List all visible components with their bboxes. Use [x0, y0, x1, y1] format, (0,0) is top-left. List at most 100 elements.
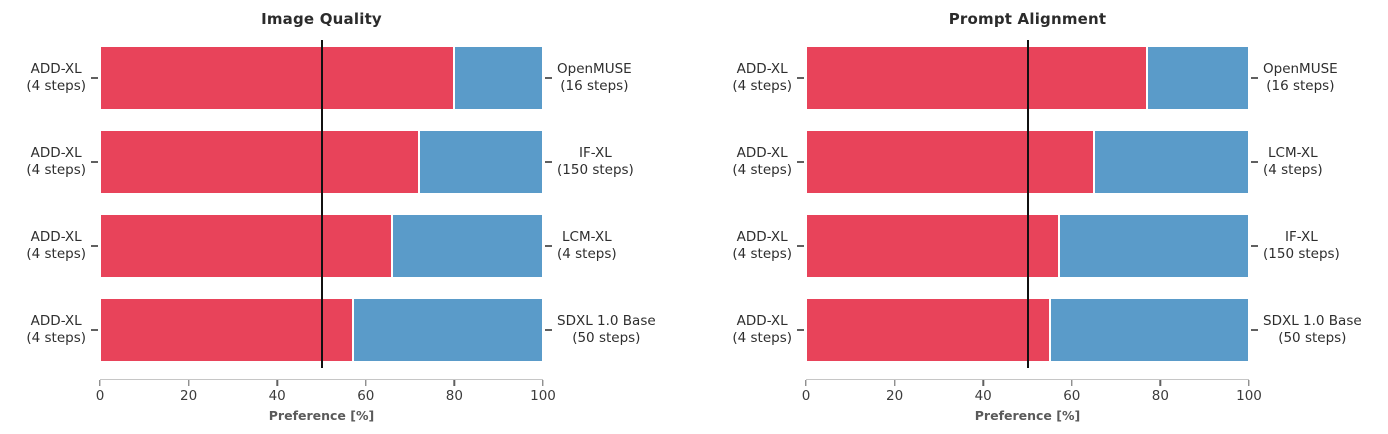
left-model-label-text: ADD-XL (4 steps) — [732, 145, 792, 178]
x-axis: 0 20 40 60 80 100 Preference [%] — [96, 379, 556, 434]
left-model-label-text: ADD-XL (4 steps) — [732, 61, 792, 94]
x-tick-mark — [187, 380, 190, 386]
right-tick-mark — [1251, 77, 1258, 79]
other-segment — [454, 46, 543, 110]
x-tick-label: 60 — [357, 388, 375, 404]
left-model-label: ADD-XL (4 steps) — [694, 130, 806, 194]
bar-rows: ADD-XL (4 steps) OpenMUSE (16 steps) ADD-XL(… — [694, 46, 1388, 362]
x-axis-label: Preference [%] — [974, 408, 1081, 423]
reference-line-50pct — [1026, 40, 1029, 368]
right-model-label: SDXL 1.0 Base (50 steps) — [543, 298, 694, 362]
x-tick-mark — [365, 380, 367, 386]
left-model-label: ADD-XL (4 steps) — [694, 298, 806, 362]
preferred-segment — [100, 298, 353, 362]
left-model-label: ADD-XL (4 steps) — [0, 130, 100, 194]
x-tick-label: 20 — [886, 388, 904, 404]
x-tick-mark — [805, 380, 807, 386]
left-tick-mark — [91, 245, 98, 247]
preferred-segment — [100, 130, 419, 194]
bar-row: ADD-XL (4 steps) OpenMUSE (16 steps) — [694, 46, 1388, 110]
left-model-label: ADD-XL (4 steps) — [694, 46, 806, 110]
other-segment — [1093, 130, 1249, 194]
bar-row: ADD-XL (4 steps) SDXL 1.0 Base (50 steps) — [694, 298, 1388, 362]
stacked-bar — [806, 46, 1249, 110]
x-tick-label: 20 — [180, 388, 198, 404]
other-segment — [418, 130, 543, 194]
preferred-segment — [806, 130, 1094, 194]
stacked-bar — [100, 214, 543, 278]
right-model-label: LCM-XL (4 steps) — [1249, 130, 1388, 194]
x-tick-mark — [982, 380, 984, 386]
left-tick-mark — [797, 77, 804, 79]
right-model-label: OpenMUSE (16 steps) — [543, 46, 694, 110]
stacked-bar — [806, 130, 1249, 194]
x-tick-label: 100 — [530, 388, 556, 404]
x-axis-spine — [100, 379, 543, 381]
other-segment — [1058, 214, 1249, 278]
right-model-label-text: LCM-XL (4 steps) — [1263, 145, 1323, 178]
x-tick-label: 40 — [974, 388, 992, 404]
right-tick-mark — [545, 245, 552, 247]
right-model-label-text: SDXL 1.0 Base (50 steps) — [1263, 313, 1362, 346]
preference-study-figure: Image Quality ADD-XL (4 steps) OpenMUSE (16… — [0, 10, 1388, 423]
right-model-label-text: LCM-XL (4 steps) — [557, 229, 617, 262]
right-model-label: IF-XL (150 steps) — [543, 130, 694, 194]
x-tick-mark — [99, 380, 101, 386]
left-model-label: ADD-XL (4 steps) — [0, 46, 100, 110]
chart-title: Prompt Alignment — [948, 10, 1107, 28]
x-tick-label: 0 — [95, 388, 105, 404]
stacked-bar — [806, 214, 1249, 278]
left-model-label-text: ADD-XL (4 steps) — [26, 229, 86, 262]
left-model-label-text: ADD-XL (4 steps) — [26, 61, 86, 94]
right-tick-mark — [1251, 245, 1258, 247]
right-model-label-text: OpenMUSE (16 steps) — [1263, 61, 1338, 94]
right-model-label-text: IF-XL (150 steps) — [557, 145, 634, 178]
reference-line-50pct — [320, 40, 323, 368]
x-tick-label: 100 — [1236, 388, 1262, 404]
bar-row: ADD-XL (4 steps) IF-XL (150 steps) — [0, 130, 694, 194]
preferred-segment — [806, 46, 1148, 110]
bar-row: ADD-XL (4 steps) LCM-XL (4 steps) — [694, 130, 1388, 194]
x-tick-mark — [1248, 380, 1250, 386]
other-segment — [1049, 298, 1249, 362]
x-axis-spine — [806, 379, 1249, 381]
bar-row: ADD-XL (4 steps) IF-XL (150 steps) — [694, 214, 1388, 278]
x-tick-mark — [453, 380, 456, 386]
stacked-bar — [100, 298, 543, 362]
x-tick-label: 40 — [268, 388, 286, 404]
x-tick-label: 0 — [801, 388, 811, 404]
stacked-bar — [806, 298, 1249, 362]
chart-title: Image Quality — [261, 10, 382, 28]
other-segment — [392, 214, 543, 278]
right-model-label: OpenMUSE (16 steps) — [1249, 46, 1388, 110]
left-tick-mark — [91, 161, 98, 163]
right-model-label-text: IF-XL (150 steps) — [1263, 229, 1340, 262]
left-model-label-text: ADD-XL (4 steps) — [26, 313, 86, 346]
x-tick-label: 60 — [1063, 388, 1081, 404]
right-tick-mark — [1251, 161, 1258, 163]
preferred-segment — [100, 214, 393, 278]
right-model-label-text: OpenMUSE (16 steps) — [557, 61, 632, 94]
left-model-label: ADD-XL (4 steps) — [0, 214, 100, 278]
other-segment — [352, 298, 543, 362]
left-tick-mark — [91, 329, 98, 331]
right-model-label: IF-XL (150 steps) — [1249, 214, 1388, 278]
x-tick-mark — [276, 380, 278, 386]
bar-row: ADD-XL (4 steps) OpenMUSE (16 steps) — [0, 46, 694, 110]
stacked-bar — [100, 130, 543, 194]
right-tick-mark — [1251, 329, 1258, 331]
plot-area: ADD-XL (4 steps) OpenMUSE (16 steps) ADD-XL(… — [0, 40, 694, 368]
right-model-label: LCM-XL (4 steps) — [543, 214, 694, 278]
other-segment — [1147, 46, 1249, 110]
right-model-label-text: SDXL 1.0 Base (50 steps) — [557, 313, 656, 346]
left-tick-mark — [797, 161, 804, 163]
x-tick-label: 80 — [445, 388, 463, 404]
left-model-label: ADD-XL (4 steps) — [0, 298, 100, 362]
right-model-label: SDXL 1.0 Base (50 steps) — [1249, 298, 1388, 362]
bar-row: ADD-XL (4 steps) SDXL 1.0 Base (50 steps) — [0, 298, 694, 362]
left-tick-mark — [797, 245, 804, 247]
left-model-label-text: ADD-XL (4 steps) — [26, 145, 86, 178]
x-tick-mark — [893, 380, 896, 386]
right-tick-mark — [545, 77, 552, 79]
x-axis-label: Preference [%] — [268, 408, 375, 423]
